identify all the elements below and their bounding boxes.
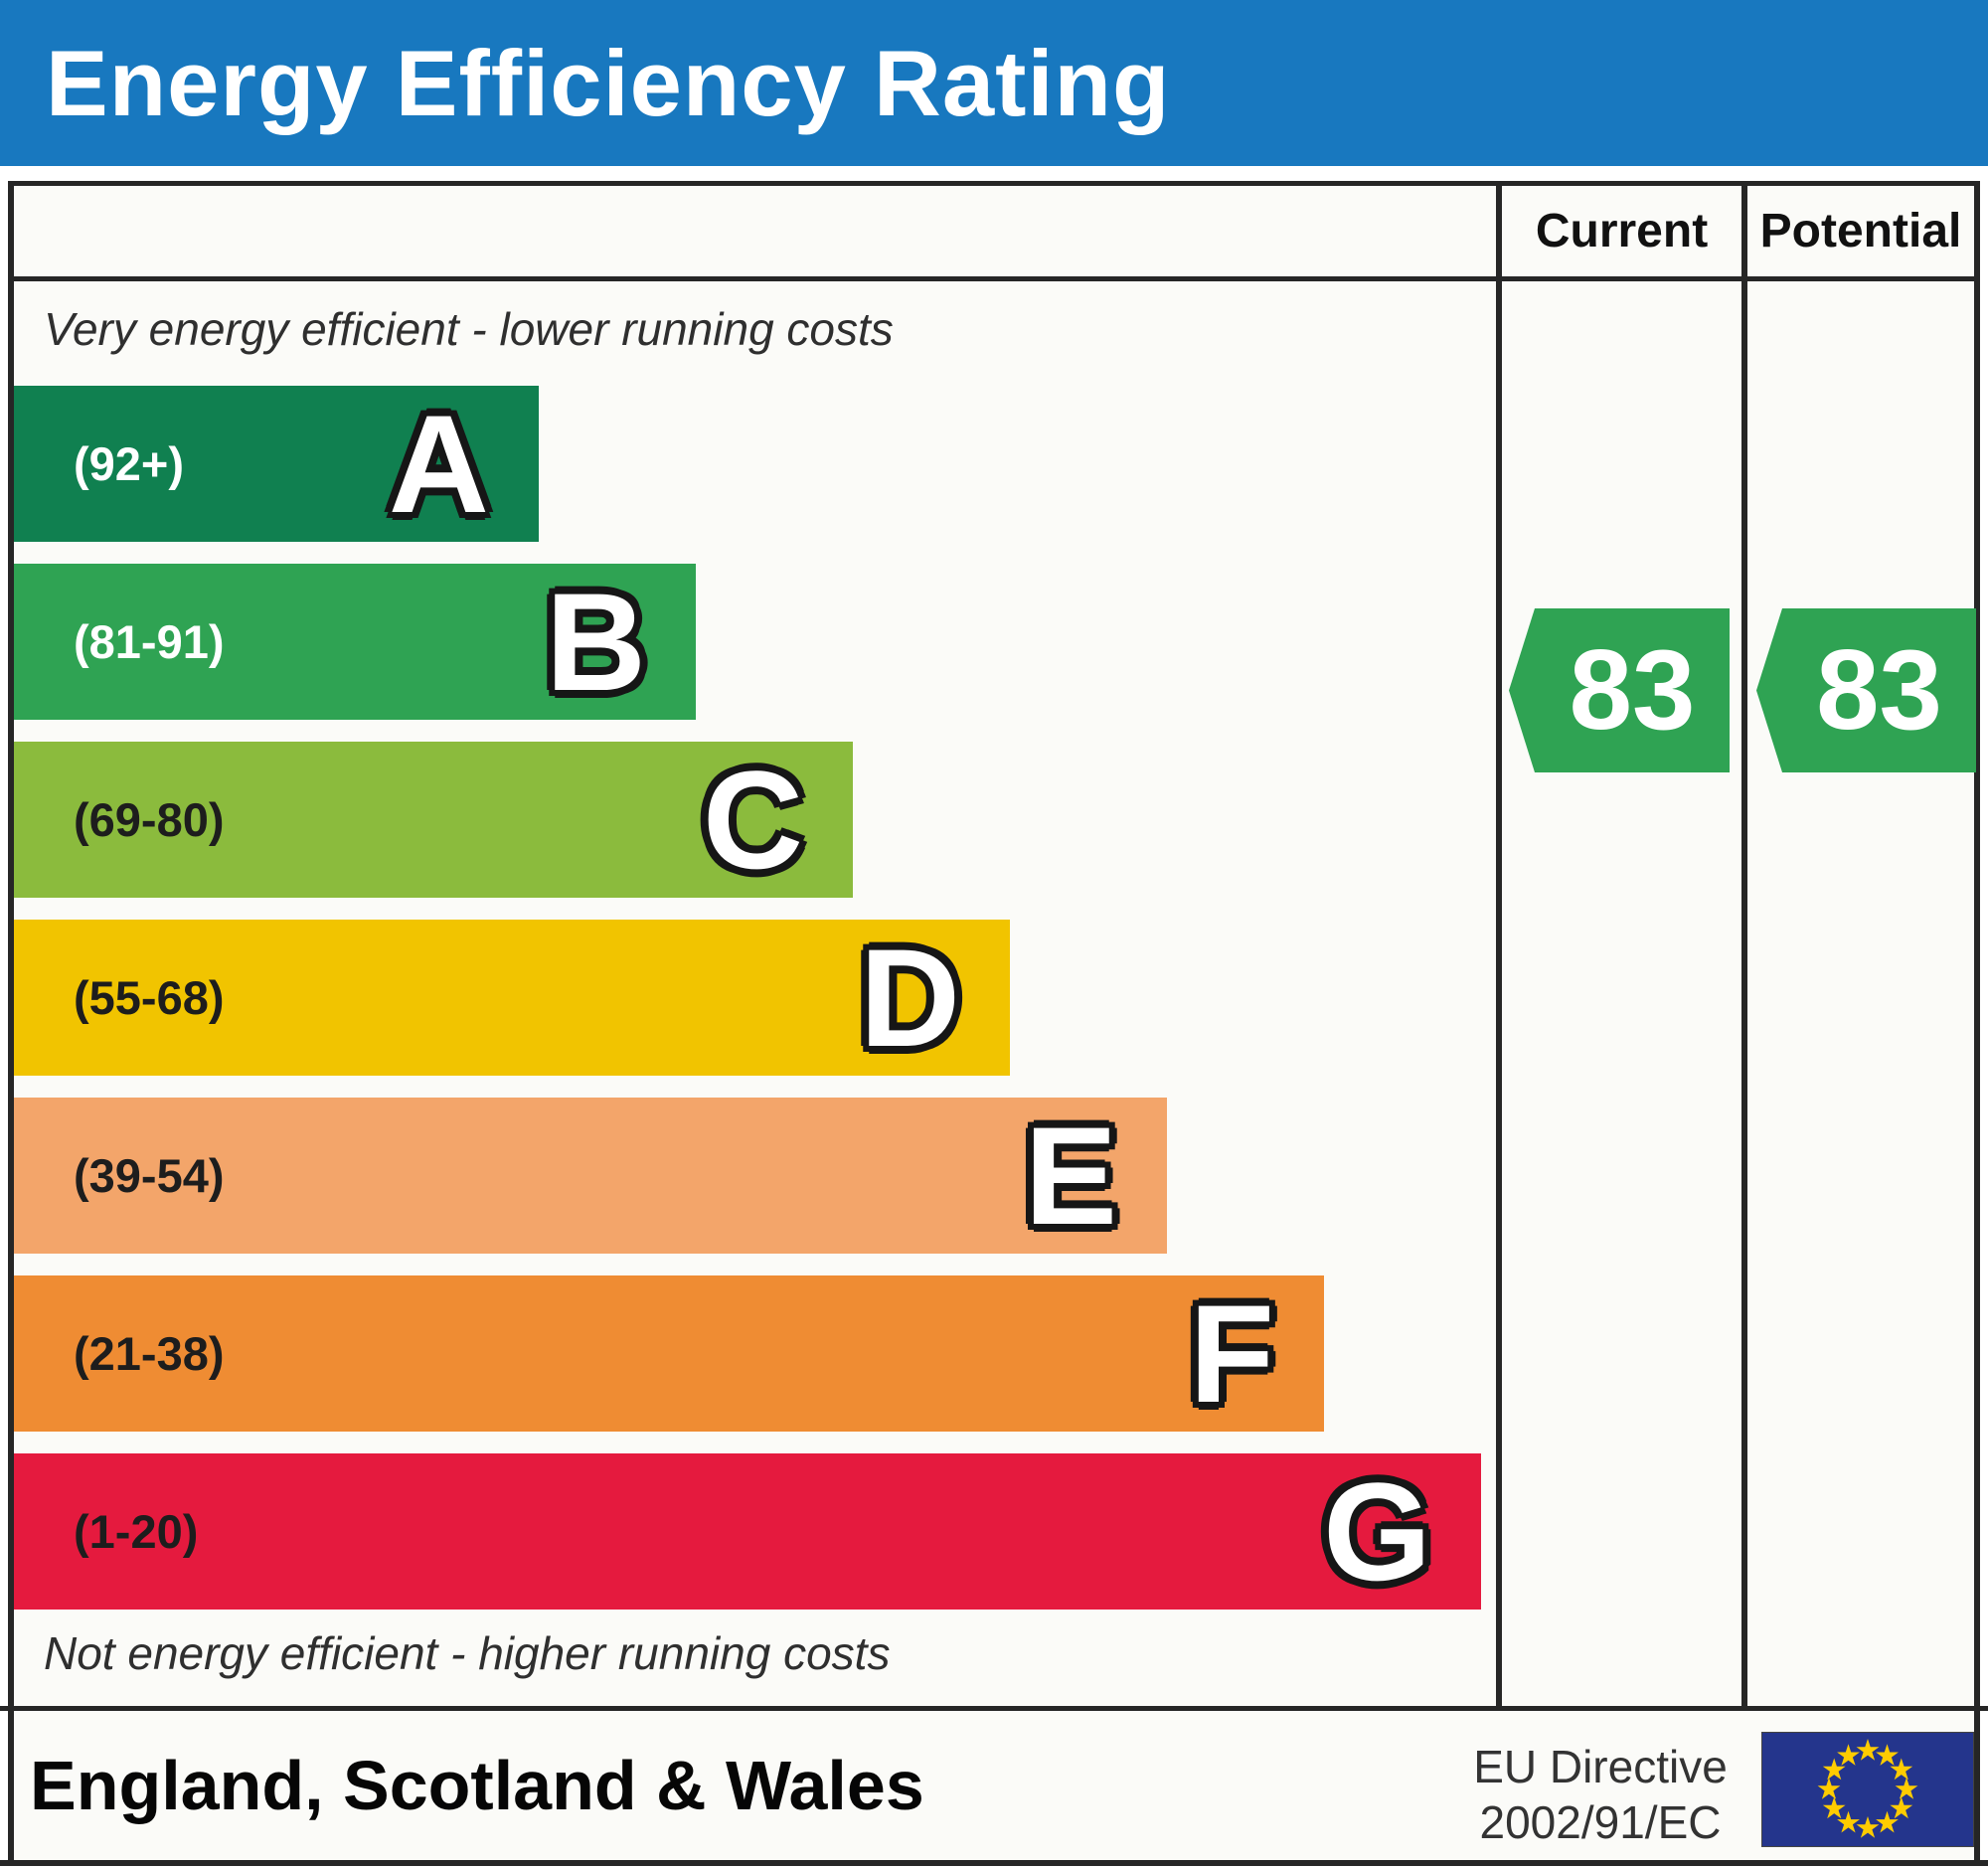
band-g-bar: (1-20) G xyxy=(14,1453,1481,1610)
potential-rating-value: 83 xyxy=(1816,627,1942,754)
band-b-range: (81-91) xyxy=(74,615,225,668)
table-right-border xyxy=(1974,181,1980,1866)
band-e-letter: E xyxy=(1024,1097,1117,1254)
eu-flag-star xyxy=(1895,1778,1918,1799)
footer-top-border xyxy=(0,1706,1988,1711)
eu-flag-star xyxy=(1837,1744,1860,1766)
band-g-letter: G xyxy=(1323,1452,1431,1610)
band-e-range: (39-54) xyxy=(74,1149,225,1202)
band-c-bar: (69-80) C xyxy=(14,742,853,898)
band-a-bar: (92+) A xyxy=(14,386,539,542)
bottom-note: Not energy efficient - higher running co… xyxy=(44,1627,891,1679)
potential-rating-arrow: 83 xyxy=(1756,608,1976,772)
band-b-bar: (81-91) B xyxy=(14,564,696,720)
eu-flag-star xyxy=(1856,1816,1880,1838)
band-a-letter: A xyxy=(388,385,489,542)
table-bottom-border xyxy=(0,1860,1988,1866)
band-f-range: (21-38) xyxy=(74,1327,225,1380)
top-note: Very energy efficient - lower running co… xyxy=(44,303,894,355)
band-c-letter: C xyxy=(702,741,803,898)
band-f-bar: (21-38) F xyxy=(14,1275,1324,1432)
potential-column-divider xyxy=(1741,181,1747,1711)
band-a-range: (92+) xyxy=(74,437,185,490)
band-b-letter: B xyxy=(545,563,646,720)
band-d-bar: (55-68) D xyxy=(14,920,1010,1076)
eu-flag-icon xyxy=(1761,1732,1974,1847)
eu-flag-star xyxy=(1890,1796,1913,1819)
band-d-range: (55-68) xyxy=(74,971,225,1024)
band-c-range: (69-80) xyxy=(74,793,225,846)
band-g-range: (1-20) xyxy=(74,1505,199,1558)
eu-directive-line1: EU Directive xyxy=(1473,1741,1728,1792)
header-bottom-border xyxy=(8,276,1980,281)
eu-directive-line2: 2002/91/EC xyxy=(1479,1796,1722,1848)
eu-flag-star xyxy=(1876,1810,1899,1833)
current-rating-value: 83 xyxy=(1569,627,1696,754)
eu-flag-star xyxy=(1856,1739,1880,1761)
current-column-header: Current xyxy=(1535,205,1709,257)
eu-flag-star xyxy=(1890,1758,1913,1781)
eu-flag-star xyxy=(1822,1758,1846,1781)
current-rating-arrow: 83 xyxy=(1509,608,1730,772)
table-left-border xyxy=(8,181,14,1866)
eu-flag-star xyxy=(1822,1796,1846,1819)
footer-region-label: England, Scotland & Wales xyxy=(30,1747,924,1824)
title-bar: Energy Efficiency Rating xyxy=(0,0,1988,166)
band-e-bar: (39-54) E xyxy=(14,1098,1167,1254)
eu-flag-star xyxy=(1837,1810,1860,1833)
current-column-divider xyxy=(1496,181,1502,1711)
eu-flag-star xyxy=(1817,1778,1841,1799)
band-d-letter: D xyxy=(859,919,960,1076)
table-top-border xyxy=(8,181,1980,186)
eu-directive-label: EU Directive 2002/91/EC xyxy=(1446,1734,1754,1855)
band-f-letter: F xyxy=(1189,1274,1274,1432)
potential-column-header: Potential xyxy=(1759,205,1962,257)
page-title: Energy Efficiency Rating xyxy=(46,30,1171,135)
eu-flag-star xyxy=(1876,1744,1899,1766)
